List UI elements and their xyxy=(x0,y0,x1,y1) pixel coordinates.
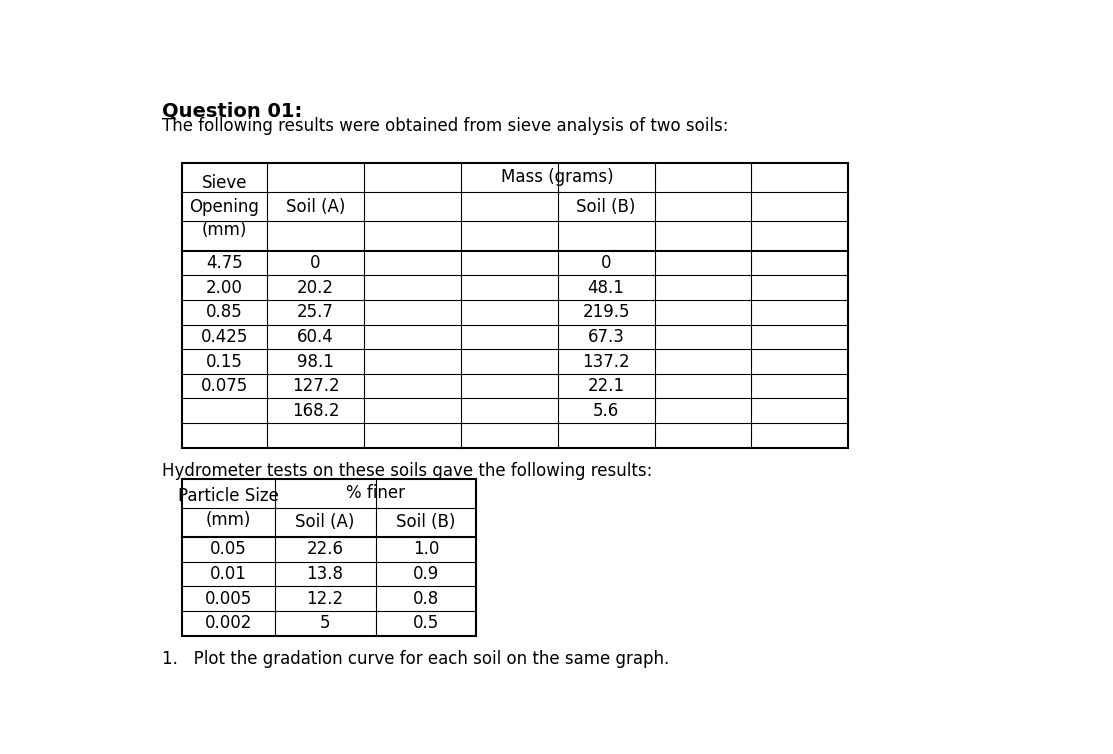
Text: 0.05: 0.05 xyxy=(210,541,247,559)
Text: 1.0: 1.0 xyxy=(413,541,439,559)
Text: Soil (B): Soil (B) xyxy=(577,198,636,216)
Text: 5: 5 xyxy=(319,615,331,633)
Text: Soil (A): Soil (A) xyxy=(295,513,355,532)
Text: 0: 0 xyxy=(601,254,611,272)
Text: 13.8: 13.8 xyxy=(306,565,344,583)
Text: 22.1: 22.1 xyxy=(588,377,624,395)
Text: 0.005: 0.005 xyxy=(205,590,252,608)
Text: 0.8: 0.8 xyxy=(413,590,439,608)
Text: 5.6: 5.6 xyxy=(593,402,619,420)
Text: 0: 0 xyxy=(311,254,321,272)
Bar xyxy=(181,163,848,448)
Text: Mass (grams): Mass (grams) xyxy=(501,168,614,186)
Text: Question 01:: Question 01: xyxy=(162,101,303,120)
Text: Soil (B): Soil (B) xyxy=(396,513,455,532)
Text: 0.5: 0.5 xyxy=(413,615,439,633)
Text: 137.2: 137.2 xyxy=(582,353,630,370)
Text: 22.6: 22.6 xyxy=(306,541,344,559)
Text: 60.4: 60.4 xyxy=(297,328,334,346)
Text: Sieve
Opening
(mm): Sieve Opening (mm) xyxy=(189,174,259,239)
Text: 4.75: 4.75 xyxy=(206,254,243,272)
Text: 20.2: 20.2 xyxy=(297,278,334,296)
Text: 2.00: 2.00 xyxy=(206,278,243,296)
Bar xyxy=(181,479,476,636)
Text: 0.01: 0.01 xyxy=(210,565,247,583)
Text: Hydrometer tests on these soils gave the following results:: Hydrometer tests on these soils gave the… xyxy=(162,461,652,480)
Text: 25.7: 25.7 xyxy=(297,303,334,321)
Text: 98.1: 98.1 xyxy=(297,353,334,370)
Text: The following results were obtained from sieve analysis of two soils:: The following results were obtained from… xyxy=(162,117,729,135)
Text: 0.85: 0.85 xyxy=(206,303,243,321)
Text: 67.3: 67.3 xyxy=(588,328,624,346)
Text: Particle Size
(mm): Particle Size (mm) xyxy=(178,487,278,529)
Text: 0.425: 0.425 xyxy=(200,328,248,346)
Text: 127.2: 127.2 xyxy=(292,377,339,395)
Text: % finer: % finer xyxy=(346,484,405,502)
Text: 0.075: 0.075 xyxy=(200,377,248,395)
Text: 0.002: 0.002 xyxy=(205,615,252,633)
Text: 48.1: 48.1 xyxy=(588,278,624,296)
Text: 0.15: 0.15 xyxy=(206,353,243,370)
Text: 0.9: 0.9 xyxy=(413,565,439,583)
Text: 12.2: 12.2 xyxy=(306,590,344,608)
Text: 1.   Plot the gradation curve for each soil on the same graph.: 1. Plot the gradation curve for each soi… xyxy=(162,649,670,667)
Text: Soil (A): Soil (A) xyxy=(286,198,345,216)
Text: 219.5: 219.5 xyxy=(582,303,630,321)
Text: 168.2: 168.2 xyxy=(292,402,339,420)
